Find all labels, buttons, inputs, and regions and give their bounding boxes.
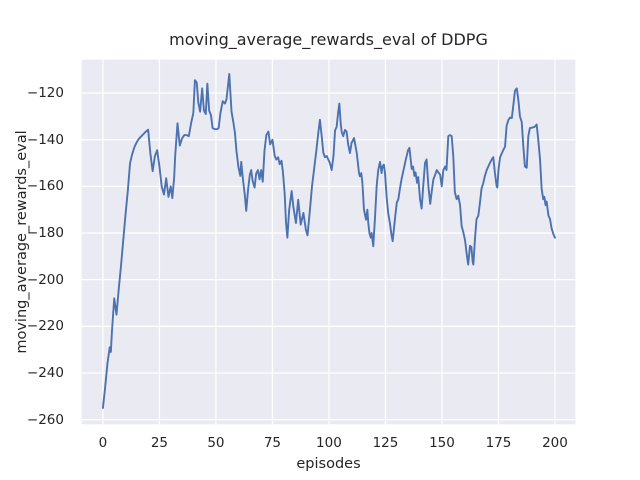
x-tick-label: 200 <box>542 435 568 451</box>
x-tick-label: 125 <box>372 435 399 451</box>
x-tick-label: 50 <box>207 435 225 451</box>
data-line-moving_average_rewards_eval <box>101 72 556 409</box>
x-tick-label: 100 <box>316 435 342 451</box>
y-tick-label: −180 <box>26 225 64 242</box>
y-tick-label: −140 <box>26 131 64 148</box>
y-tick-label: −220 <box>26 318 64 335</box>
y-tick-label: −200 <box>26 271 64 288</box>
x-tick-label: 25 <box>150 435 169 451</box>
x-axis-label: episodes <box>296 456 361 472</box>
y-tick-label: −260 <box>26 411 64 428</box>
y-tick-label: −160 <box>26 178 64 195</box>
x-tick-label: 0 <box>98 435 108 451</box>
chart-title: moving_average_rewards_eval of DDPG <box>169 30 488 49</box>
x-tick-label: 175 <box>485 435 512 451</box>
y-tick-label: −120 <box>26 85 64 102</box>
axes-spine <box>80 58 577 426</box>
x-tick-label: 75 <box>263 435 282 451</box>
y-tick-label: −240 <box>26 364 64 381</box>
x-tick-label: 150 <box>429 435 455 451</box>
